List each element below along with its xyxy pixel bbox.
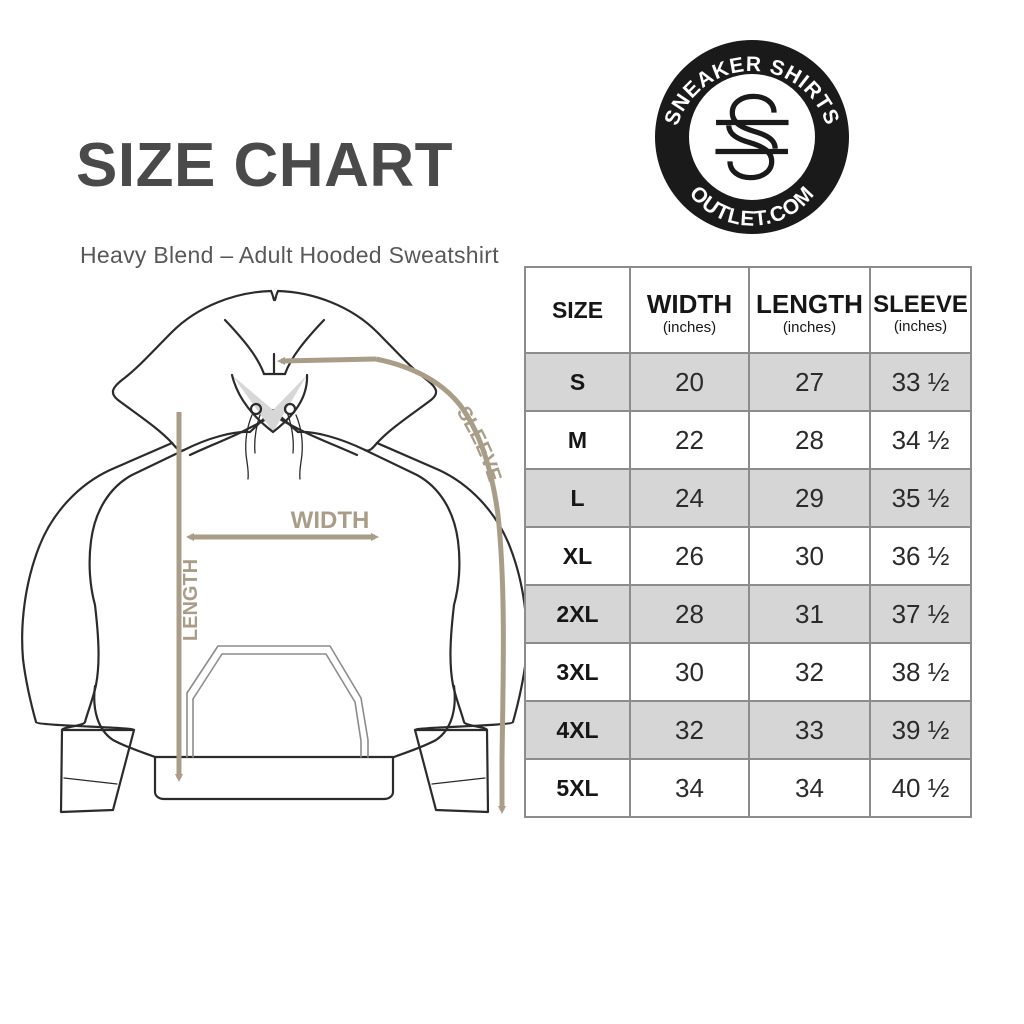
svg-text:WIDTH: WIDTH [291,507,370,534]
svg-text:SLEEVE: SLEEVE [452,403,506,485]
svg-text:LENGTH: LENGTH [180,559,202,641]
